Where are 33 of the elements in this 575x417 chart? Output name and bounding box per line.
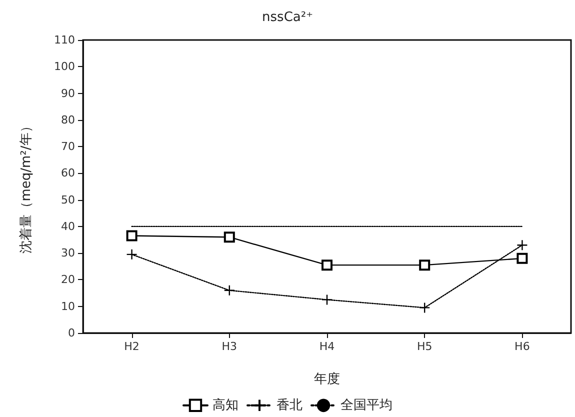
y-tick-label: 50 xyxy=(61,193,75,206)
y-tick-label: 60 xyxy=(61,166,75,180)
y-tick-label: 110 xyxy=(54,34,75,46)
y-tick-label: 80 xyxy=(61,113,75,126)
legend-label: 全国平均 xyxy=(340,398,392,413)
point xyxy=(516,240,528,251)
y-tick-label: 0 xyxy=(68,326,75,340)
point xyxy=(419,260,430,271)
x-tick-label: H5 xyxy=(416,340,432,353)
point xyxy=(516,252,528,264)
point xyxy=(126,248,138,260)
point xyxy=(419,302,430,314)
y-tick-label: 40 xyxy=(61,220,75,233)
y-axis-title: 沈着量（meq/m²/年） xyxy=(18,120,34,254)
y-tick-label: 70 xyxy=(61,140,75,154)
point xyxy=(322,260,332,271)
x-tick-label: H4 xyxy=(319,340,335,353)
y-tick-label: 10 xyxy=(61,300,75,313)
point xyxy=(224,232,235,243)
y-tick-label: 30 xyxy=(61,246,75,260)
legend-label: 高知 xyxy=(212,396,238,413)
point xyxy=(321,294,333,306)
point xyxy=(224,284,235,296)
x-tick-label: H2 xyxy=(124,340,140,353)
x-tick-label: H3 xyxy=(222,340,238,353)
y-tick-label: 20 xyxy=(61,273,75,286)
point xyxy=(126,230,138,242)
x-axis-title: 年度 xyxy=(314,371,340,387)
x-tick-label: H6 xyxy=(514,340,530,353)
legend-label: 香北 xyxy=(276,398,302,413)
chart-title: nssCa²⁺ xyxy=(262,10,313,25)
y-tick-label: 100 xyxy=(54,60,75,74)
y-tick-label: 90 xyxy=(61,86,75,100)
